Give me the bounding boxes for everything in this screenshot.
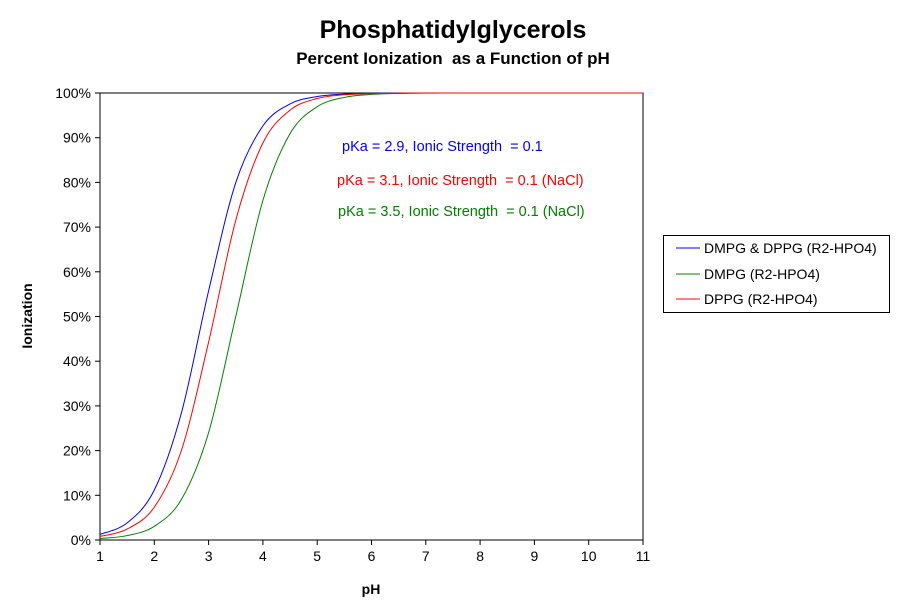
y-tick-label: 20%: [63, 443, 91, 459]
annotation-red: pKa = 3.1, Ionic Strength = 0.1 (NaCl): [337, 173, 584, 189]
x-axis-label: pH: [362, 581, 381, 597]
y-tick-label: 0%: [71, 532, 91, 548]
y-tick-label: 50%: [63, 309, 91, 325]
y-tick-label: 90%: [63, 130, 91, 146]
x-tick-label: 10: [581, 548, 597, 564]
plot-area: [99, 92, 644, 541]
y-tick-label: 60%: [63, 264, 91, 280]
legend-label-0: DMPG & DPPG (R2-HPO4): [704, 240, 877, 256]
chart-subtitle: Percent Ionization as a Function of pH: [296, 49, 610, 68]
chart-title: Phosphatidylglycerols: [320, 16, 587, 44]
y-tick-label: 80%: [63, 174, 91, 190]
y-tick-label: 10%: [63, 487, 91, 503]
y-tick-label: 30%: [63, 398, 91, 414]
x-tick-label: 4: [259, 548, 267, 564]
x-tick-label: 9: [531, 548, 539, 564]
x-tick-label: 7: [422, 548, 430, 564]
y-tick-label: 40%: [63, 353, 91, 369]
legend-label-2: DPPG (R2-HPO4): [704, 291, 818, 307]
annotation-blue: pKa = 2.9, Ionic Strength = 0.1: [342, 139, 543, 155]
legend-label-1: DMPG (R2-HPO4): [704, 266, 820, 282]
x-tick-label: 11: [636, 548, 651, 564]
legend-box: [663, 235, 890, 313]
annotation-green: pKa = 3.5, Ionic Strength = 0.1 (NaCl): [338, 204, 585, 220]
y-tick-label: 70%: [63, 219, 91, 235]
axis-layer: 1 2 3 4 5 6 7 8 9 10 11 0% 10% 20% 30% 40% 50% 60% 70% 80% 9…: [55, 85, 650, 564]
x-tick-label: 3: [205, 548, 213, 564]
x-tick-label: 5: [313, 548, 321, 564]
series-layer: [99, 92, 643, 540]
x-tick-label: 1: [96, 548, 104, 564]
x-tick-label: 6: [368, 548, 376, 564]
y-tick-label: 100%: [55, 85, 91, 101]
x-tick-label: 8: [476, 548, 484, 564]
x-tick-label: 2: [150, 548, 158, 564]
legend: DMPG & DPPG (R2-HPO4) DMPG (R2-HPO4) DPP…: [663, 235, 890, 313]
y-axis-label: Ionization: [19, 283, 35, 348]
series-line-2: [99, 92, 643, 537]
